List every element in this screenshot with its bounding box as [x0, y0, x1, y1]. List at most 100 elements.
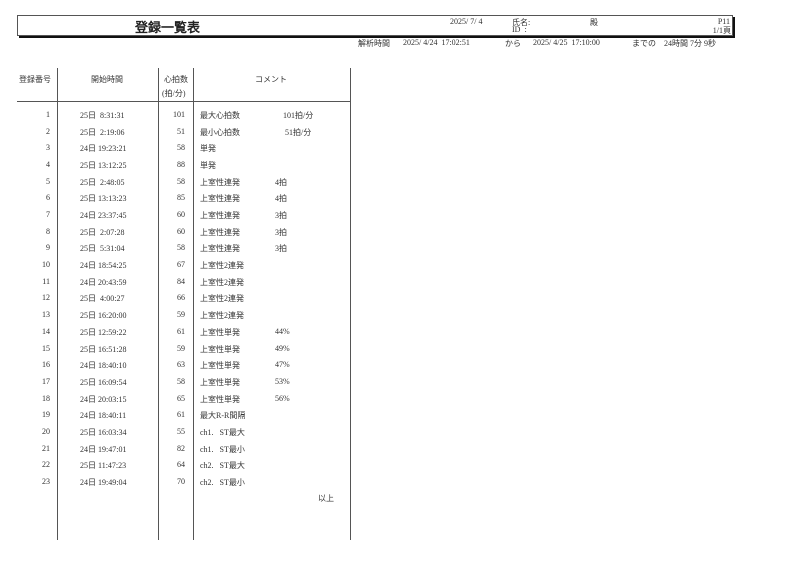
cell-no: 15 — [42, 343, 50, 353]
analysis-until: までの — [632, 39, 656, 48]
table-row: 21 24日 19:47:01 82 ch1. ST最小 — [0, 444, 360, 460]
cell-bpm: 66 — [177, 293, 185, 303]
cell-bpm: 101 — [173, 110, 185, 119]
cell-bpm: 55 — [177, 426, 185, 436]
cell-no: 4 — [46, 160, 50, 170]
table-row: 11 24日 20:43:59 84 上室性2連発 — [0, 277, 360, 293]
table-row: 23 24日 19:49:04 70 ch2. ST最小 — [0, 477, 360, 493]
cell-extra: 47% — [275, 360, 290, 370]
cell-extra: 4拍 — [275, 194, 287, 204]
cell-no: 9 — [46, 243, 50, 253]
table-row: 18 24日 20:03:15 65 上室性単発 56% — [0, 394, 360, 410]
analysis-label: 解析時間 — [358, 39, 390, 48]
cell-bpm: 85 — [177, 193, 185, 203]
cell-time: 25日 5:31:04 — [80, 244, 125, 254]
header-bpm-unit: (拍/分) — [162, 89, 186, 98]
table-row: 16 24日 18:40:10 63 上室性単発 47% — [0, 360, 360, 376]
cell-bpm: 63 — [177, 360, 185, 370]
cell-comment: 上室性2連発 — [200, 277, 244, 287]
cell-time: 25日 12:59:22 — [80, 327, 127, 337]
table-row: 17 25日 16:09:54 58 上室性単発 53% — [0, 377, 360, 393]
table-row: 13 25日 16:20:00 59 上室性2連発 — [0, 310, 360, 326]
cell-no: 5 — [46, 176, 50, 186]
cell-no: 16 — [42, 360, 50, 370]
cell-bpm: 59 — [177, 343, 185, 353]
column-divider — [158, 68, 159, 540]
cell-comment: 上室性単発 — [200, 394, 240, 404]
cell-no: 11 — [42, 276, 50, 286]
cell-no: 17 — [42, 376, 50, 386]
column-divider — [350, 68, 351, 540]
cell-bpm: 58 — [177, 176, 185, 186]
cell-comment: 上室性2連発 — [200, 261, 244, 271]
cell-time: 25日 2:48:05 — [80, 177, 125, 187]
table-row: 9 25日 5:31:04 58 上室性連発 3拍 — [0, 243, 360, 259]
cell-no: 2 — [46, 126, 50, 136]
cell-comment: ch1. ST最小 — [200, 444, 245, 454]
cell-comment: 上室性単発 — [200, 327, 240, 337]
cell-comment: ch2. ST最小 — [200, 477, 245, 487]
cell-extra: 49% — [275, 343, 290, 353]
table-row: 19 24日 18:40:11 61 最大R-R間隔 — [0, 410, 360, 426]
page-title: 登録一覧表 — [135, 21, 201, 36]
cell-time: 25日 16:20:00 — [80, 311, 127, 321]
table-row: 5 25日 2:48:05 58 上室性連発 4拍 — [0, 177, 360, 193]
table-row: 12 25日 4:00:27 66 上室性2連発 — [0, 293, 360, 309]
cell-time: 24日 20:03:15 — [80, 394, 127, 404]
cell-no: 22 — [42, 460, 50, 470]
cell-bpm: 84 — [177, 276, 185, 286]
cell-bpm: 58 — [177, 143, 185, 153]
cell-bpm: 88 — [177, 160, 185, 170]
cell-no: 1 — [46, 110, 50, 119]
table-row: 7 24日 23:37:45 60 上室性連発 3拍 — [0, 210, 360, 226]
table-row: 1 25日 8:31:31 101 最大心拍数 101拍/分 — [0, 110, 360, 126]
cell-time: 25日 13:13:23 — [80, 194, 127, 204]
table-row: 10 24日 18:54:25 67 上室性2連発 — [0, 260, 360, 276]
cell-bpm: 61 — [177, 326, 185, 336]
cell-bpm: 58 — [177, 243, 185, 253]
cell-no: 20 — [42, 426, 50, 436]
cell-comment: 上室性連発 — [200, 211, 240, 221]
table-row: 3 24日 19:23:21 58 単発 — [0, 143, 360, 159]
cell-time: 24日 19:23:21 — [80, 144, 127, 154]
cell-no: 21 — [42, 443, 50, 453]
cell-no: 13 — [42, 310, 50, 320]
cell-time: 24日 18:54:25 — [80, 261, 127, 271]
cell-comment: 最大心拍数 — [200, 111, 240, 120]
cell-no: 3 — [46, 143, 50, 153]
cell-no: 8 — [46, 226, 50, 236]
id-label: ID : — [512, 25, 527, 34]
end-mark: 以上 — [318, 494, 334, 503]
header-time: 開始時間 — [91, 75, 123, 84]
cell-no: 6 — [46, 193, 50, 203]
cell-extra: 53% — [275, 376, 290, 386]
name-label: 氏名: — [512, 18, 531, 27]
cell-time: 25日 16:09:54 — [80, 377, 127, 387]
cell-comment: 上室性連発 — [200, 244, 240, 254]
table-row: 15 25日 16:51:28 59 上室性単発 49% — [0, 344, 360, 360]
header-no: 登録番号 — [19, 75, 51, 84]
table-row: 6 25日 13:13:23 85 上室性連発 4拍 — [0, 193, 360, 209]
cell-comment: 最小心拍数 — [200, 127, 240, 137]
cell-extra: 4拍 — [275, 177, 287, 187]
header-bpm: 心拍数 — [164, 75, 188, 84]
cell-time: 25日 2:19:06 — [80, 127, 125, 137]
table-row: 4 25日 13:12:25 88 単発 — [0, 160, 360, 176]
cell-time: 24日 23:37:45 — [80, 211, 127, 221]
column-divider — [193, 68, 194, 540]
cell-bpm: 61 — [177, 410, 185, 420]
cell-extra: 3拍 — [275, 227, 287, 237]
report-header-box — [17, 15, 733, 36]
cell-bpm: 60 — [177, 210, 185, 220]
cell-comment: 最大R-R間隔 — [200, 411, 246, 421]
cell-comment: 上室性単発 — [200, 344, 240, 354]
cell-comment: 上室性2連発 — [200, 294, 244, 304]
cell-bpm: 59 — [177, 310, 185, 320]
cell-bpm: 51 — [177, 126, 185, 136]
cell-time: 25日 4:00:27 — [80, 294, 125, 304]
cell-no: 12 — [42, 293, 50, 303]
table-row: 8 25日 2:07:28 60 上室性連発 3拍 — [0, 227, 360, 243]
cell-comment: 上室性2連発 — [200, 311, 244, 321]
header-comment: コメント — [255, 75, 287, 84]
cell-comment: 上室性連発 — [200, 177, 240, 187]
